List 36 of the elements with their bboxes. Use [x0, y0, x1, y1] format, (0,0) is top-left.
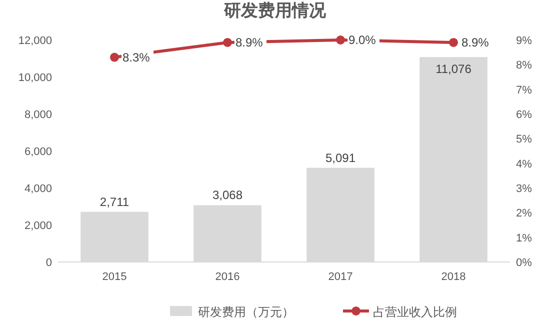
y2-tick-label: 7%: [516, 84, 532, 96]
data-label: 8.3%: [122, 50, 150, 64]
y-tick-label: 12,000: [18, 35, 52, 47]
point: [449, 38, 458, 47]
y-tick-label: 10,000: [18, 72, 52, 84]
point: [223, 38, 232, 47]
y-tick-label: 4,000: [24, 183, 52, 195]
data-label: 8.9%: [236, 35, 264, 50]
data-label: 8.9%: [462, 35, 490, 50]
y-tick-label: 8,000: [24, 109, 52, 121]
y2-tick-label: 6%: [516, 109, 532, 121]
y2-tick-label: 1%: [516, 232, 532, 244]
data-label: 11,076: [436, 62, 472, 76]
point: [110, 52, 119, 62]
x-tick-label: 2017: [328, 271, 353, 283]
y2-tick-label: 5%: [516, 134, 532, 146]
y2-tick-label: 4%: [516, 158, 532, 170]
x-tick-label: 2015: [102, 271, 127, 283]
data-label: 3,068: [212, 188, 243, 202]
data-label: 9.0%: [348, 33, 376, 47]
y-tick-label: 0: [46, 257, 52, 269]
data-label: 2,711: [100, 194, 130, 209]
chart-title: 研发费用情况: [223, 1, 327, 20]
y2-tick-label: 8%: [516, 60, 532, 72]
y2-tick-label: 9%: [516, 35, 532, 47]
x-tick-label: 2018: [441, 271, 466, 283]
y2-tick-label: 3%: [516, 183, 532, 195]
legend-label: 研发费用（万元）: [198, 305, 294, 319]
legend-label: 占营业收入比例: [373, 305, 457, 319]
y2-tick-label: 2%: [516, 208, 532, 220]
data-label: 5,091: [325, 150, 356, 165]
y-tick-label: 2,000: [24, 220, 52, 232]
y-tick-label: 6,000: [24, 146, 52, 158]
x-tick-label: 2016: [215, 271, 240, 283]
point: [336, 36, 345, 44]
y2-tick-label: 0%: [516, 257, 532, 269]
